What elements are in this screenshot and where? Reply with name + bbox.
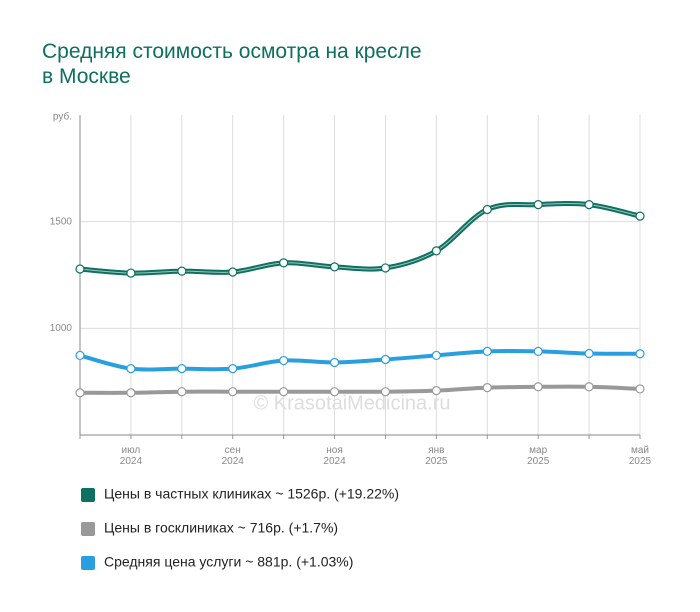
data-point	[584, 348, 594, 359]
series-line	[79, 384, 641, 395]
x-tick-label: май 2025	[629, 445, 652, 467]
data-point	[380, 263, 391, 273]
x-tick-label: июл 2024	[120, 445, 143, 467]
data-point	[228, 387, 238, 397]
data-point	[635, 384, 645, 394]
data-point	[533, 346, 543, 356]
data-point	[533, 382, 543, 392]
data-point	[533, 200, 543, 210]
y-tick-label: 1500	[50, 216, 73, 227]
data-point	[177, 387, 187, 397]
data-point	[329, 262, 340, 272]
series-line	[79, 201, 641, 276]
x-tick-label: мар 2025	[527, 445, 550, 467]
data-point	[75, 264, 85, 274]
data-point	[177, 364, 187, 374]
data-point	[279, 355, 289, 366]
data-point	[380, 354, 391, 365]
data-point	[279, 387, 289, 397]
data-point	[126, 268, 136, 278]
data-point	[329, 357, 340, 368]
data-point	[635, 211, 645, 221]
legend-label: Средняя цена услуги ~ 881р. (+1.03%)	[104, 554, 353, 570]
data-point	[126, 364, 136, 374]
legend-swatch	[81, 556, 95, 570]
y-axis-label: руб.	[53, 111, 72, 123]
data-point	[380, 387, 391, 397]
data-point	[431, 386, 441, 396]
series-line-inner	[79, 203, 641, 274]
data-point	[431, 246, 441, 256]
y-tick-label: 1000	[50, 323, 73, 334]
data-point	[482, 383, 492, 393]
data-point	[329, 387, 340, 397]
data-point	[482, 204, 492, 215]
legend-swatch	[81, 488, 95, 502]
data-point	[482, 346, 492, 356]
data-point	[635, 349, 645, 359]
x-tick-label: ноя 2024	[323, 445, 346, 467]
series-line	[79, 348, 641, 372]
data-point	[75, 388, 85, 398]
chart-title: Средняя стоимость осмотра на кресле в Мос…	[42, 40, 422, 88]
legend-swatch	[81, 522, 95, 536]
x-tick-label: янв 2025	[425, 445, 448, 467]
data-point	[228, 364, 238, 374]
data-point	[584, 382, 594, 392]
data-point	[177, 266, 187, 276]
x-tick-label: сен 2024	[222, 445, 245, 467]
data-point	[584, 200, 594, 210]
data-point	[228, 267, 238, 277]
data-point	[279, 258, 289, 268]
watermark: © KrasotaiMedicina.ru	[253, 392, 450, 414]
legend-label: Цены в частных клиниках ~ 1526р. (+19.22…	[104, 486, 399, 502]
data-point	[126, 388, 136, 398]
data-point	[431, 350, 441, 361]
data-point	[75, 350, 85, 361]
legend-label: Цены в госклиниках ~ 716р. (+1.7%)	[104, 520, 338, 536]
